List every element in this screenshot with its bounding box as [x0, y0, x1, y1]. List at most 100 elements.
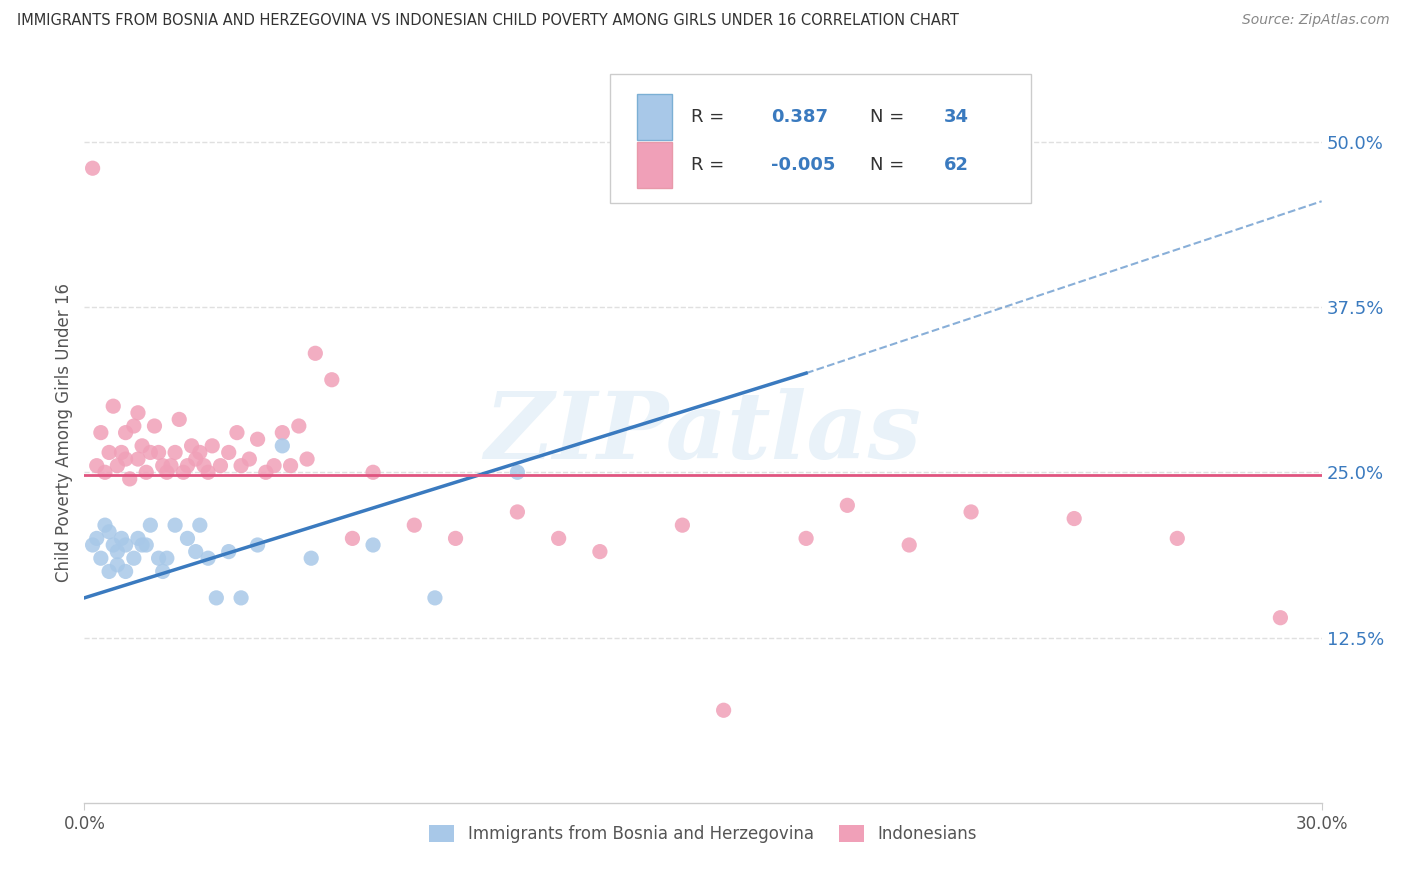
Point	[114, 565, 136, 579]
Point	[713, 703, 735, 717]
Point	[152, 565, 174, 579]
Point	[361, 538, 384, 552]
Text: -0.005: -0.005	[770, 156, 835, 174]
Text: R =: R =	[690, 156, 724, 174]
Point	[131, 439, 153, 453]
Point	[122, 419, 145, 434]
Point	[184, 452, 207, 467]
Point	[361, 465, 384, 479]
Text: 34: 34	[945, 108, 969, 127]
Point	[188, 518, 211, 533]
Point	[143, 419, 166, 434]
Point	[110, 445, 132, 459]
Text: IMMIGRANTS FROM BOSNIA AND HERZEGOVINA VS INDONESIAN CHILD POVERTY AMONG GIRLS U: IMMIGRANTS FROM BOSNIA AND HERZEGOVINA V…	[17, 13, 959, 29]
Point	[131, 538, 153, 552]
Point	[304, 346, 326, 360]
Point	[176, 532, 198, 546]
Point	[82, 161, 104, 176]
Point	[167, 412, 190, 426]
Point	[960, 505, 983, 519]
Point	[506, 465, 529, 479]
Point	[98, 524, 121, 539]
Point	[86, 532, 108, 546]
Text: ZIPatlas: ZIPatlas	[485, 388, 921, 477]
Point	[127, 532, 149, 546]
Point	[254, 465, 277, 479]
Point	[105, 558, 128, 572]
Point	[180, 439, 202, 453]
Point	[98, 565, 121, 579]
Point	[103, 399, 125, 413]
Point	[671, 518, 693, 533]
Point	[94, 465, 117, 479]
Point	[226, 425, 249, 440]
Point	[172, 465, 194, 479]
Point	[404, 518, 426, 533]
Point	[444, 532, 467, 546]
Point	[321, 373, 343, 387]
Point	[135, 538, 157, 552]
Point	[165, 518, 187, 533]
Point	[122, 551, 145, 566]
Point	[299, 551, 322, 566]
Point	[229, 591, 252, 605]
Point	[114, 538, 136, 552]
Point	[114, 452, 136, 467]
Point	[197, 465, 219, 479]
Point	[506, 505, 529, 519]
Text: N =: N =	[870, 156, 904, 174]
Point	[114, 425, 136, 440]
Point	[271, 425, 294, 440]
Legend: Immigrants from Bosnia and Herzegovina, Indonesians: Immigrants from Bosnia and Herzegovina, …	[423, 819, 983, 850]
Point	[271, 439, 294, 453]
Point	[82, 538, 104, 552]
Point	[1270, 610, 1292, 624]
Text: R =: R =	[690, 108, 730, 127]
Point	[837, 499, 859, 513]
Point	[105, 458, 128, 473]
Point	[98, 445, 121, 459]
Point	[110, 532, 132, 546]
Point	[103, 538, 125, 552]
FancyBboxPatch shape	[610, 73, 1031, 203]
FancyBboxPatch shape	[637, 95, 672, 140]
Text: Source: ZipAtlas.com: Source: ZipAtlas.com	[1241, 13, 1389, 28]
Point	[218, 445, 240, 459]
Point	[342, 532, 364, 546]
Point	[201, 439, 224, 453]
Point	[156, 551, 179, 566]
Point	[148, 445, 170, 459]
Y-axis label: Child Poverty Among Girls Under 16: Child Poverty Among Girls Under 16	[55, 283, 73, 582]
Point	[229, 458, 252, 473]
Point	[90, 425, 112, 440]
Point	[184, 544, 207, 558]
Point	[148, 551, 170, 566]
Point	[127, 452, 149, 467]
Point	[165, 445, 187, 459]
Point	[1166, 532, 1188, 546]
Point	[139, 445, 162, 459]
Point	[152, 458, 174, 473]
Point	[94, 518, 117, 533]
Point	[246, 432, 269, 446]
FancyBboxPatch shape	[637, 143, 672, 188]
Point	[118, 472, 141, 486]
Point	[86, 458, 108, 473]
Point	[218, 544, 240, 558]
Text: 62: 62	[945, 156, 969, 174]
Point	[90, 551, 112, 566]
Point	[280, 458, 302, 473]
Point	[160, 458, 183, 473]
Point	[794, 532, 817, 546]
Point	[547, 532, 569, 546]
Point	[288, 419, 311, 434]
Point	[589, 544, 612, 558]
Point	[176, 458, 198, 473]
Point	[135, 465, 157, 479]
Point	[263, 458, 285, 473]
Point	[295, 452, 318, 467]
Text: 0.387: 0.387	[770, 108, 828, 127]
Point	[127, 406, 149, 420]
Point	[246, 538, 269, 552]
Point	[423, 591, 446, 605]
